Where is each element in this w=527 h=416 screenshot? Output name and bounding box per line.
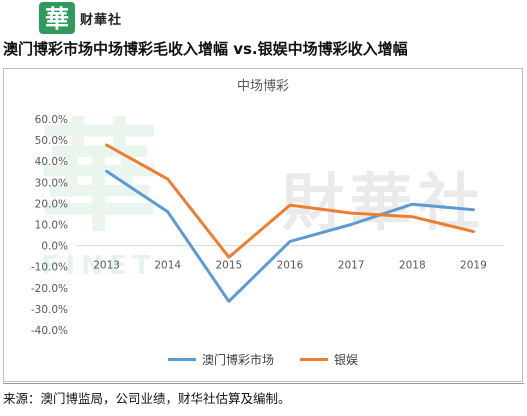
series-line-macau <box>105 169 475 303</box>
x-tick-label: 2014 <box>154 260 181 272</box>
header: 華 财華社 <box>0 0 527 36</box>
legend-swatch-macau <box>167 358 196 361</box>
chart-container: 華 FINET 財華社 中场博彩 60.0% 50.0% 40.0% 30.0% 20.… <box>3 68 523 382</box>
page-title: 澳门博彩市场中场博彩毛收入增幅 vs.银娱中场博彩收入增幅 <box>3 40 408 58</box>
source-note: 来源：澳门博监局，公司业绩，财华社估算及编制。 <box>3 391 291 406</box>
legend-label-macau: 澳门博彩市场 <box>201 353 274 367</box>
y-tick-label: 0.0% <box>41 241 68 253</box>
legend-item-macau: 澳门博彩市场 <box>167 351 274 368</box>
x-tick-label: 2013 <box>93 260 120 272</box>
chart-title: 中场博彩 <box>236 79 289 94</box>
y-tick-label: 20.0% <box>35 198 68 210</box>
divider <box>3 383 524 384</box>
legend-label-galaxy: 银娱 <box>334 353 359 367</box>
finet-logo: 華 <box>39 2 75 34</box>
series-line-galaxy <box>105 143 475 259</box>
y-tick-label: 40.0% <box>35 156 68 168</box>
y-tick-label: 30.0% <box>35 177 68 189</box>
y-tick-label: 60.0% <box>35 114 68 126</box>
y-tick-label: 10.0% <box>35 220 68 232</box>
x-tick-label: 2015 <box>215 260 242 272</box>
brand-name: 财華社 <box>80 13 123 28</box>
svg-text:華: 華 <box>45 4 69 33</box>
x-tick-label: 2018 <box>399 260 426 272</box>
legend-item-galaxy: 银娱 <box>300 351 358 368</box>
line-chart: 60.0% 50.0% 40.0% 30.0% 20.0% 10.0% 0.0% -10.0%… <box>31 114 504 337</box>
x-tick-label: 2017 <box>338 260 365 272</box>
y-tick-label: -30.0% <box>31 304 68 316</box>
legend: 澳门博彩市场 银娱 <box>4 351 522 368</box>
y-tick-label: 50.0% <box>35 135 68 147</box>
legend-swatch-galaxy <box>300 358 328 361</box>
x-tick-label: 2019 <box>460 260 487 272</box>
y-tick-label: -10.0% <box>31 262 68 274</box>
y-tick-label: -40.0% <box>31 325 68 337</box>
x-tick-label: 2016 <box>277 260 304 272</box>
y-tick-label: -20.0% <box>31 283 68 295</box>
